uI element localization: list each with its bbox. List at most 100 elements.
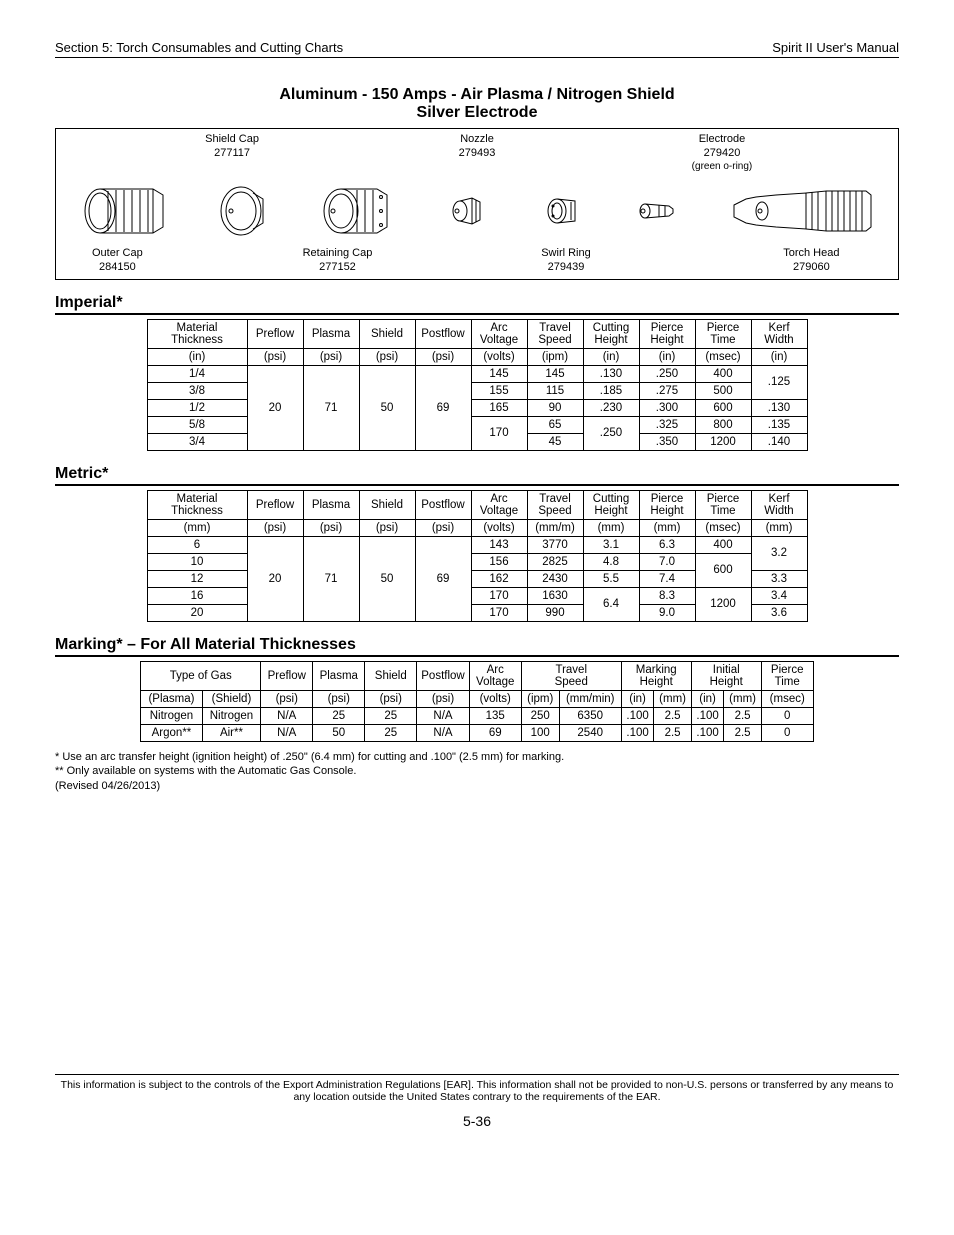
- imperial-heading: Imperial*: [55, 294, 899, 315]
- table-cell: 400: [695, 365, 751, 382]
- table-cell: 162: [471, 570, 527, 587]
- table-cell: 500: [695, 382, 751, 399]
- table-cell: 69: [469, 724, 521, 741]
- part-label: Nozzle: [408, 133, 546, 147]
- part-shield-cap: Shield Cap 277117: [163, 133, 301, 161]
- table-header: (psi): [247, 519, 303, 536]
- table-cell: .325: [639, 416, 695, 433]
- table-header: MarkingHeight: [621, 661, 691, 690]
- table-cell: .250: [639, 365, 695, 382]
- table-cell: 2540: [559, 724, 621, 741]
- table-cell: .140: [751, 433, 807, 450]
- part-label: Retaining Cap: [270, 247, 405, 261]
- table-cell: 12: [147, 570, 247, 587]
- table-cell: 6: [147, 536, 247, 553]
- table-cell: 0: [761, 707, 813, 724]
- table-cell: 25: [313, 707, 365, 724]
- table-header: InitialHeight: [691, 661, 761, 690]
- table-cell: 7.4: [639, 570, 695, 587]
- table-cell: N/A: [261, 707, 313, 724]
- table-header: TravelSpeed: [527, 490, 583, 519]
- table-cell: 1200: [695, 587, 751, 621]
- table-cell: 4.8: [583, 553, 639, 570]
- part-number: 284150: [58, 261, 176, 275]
- table-cell: .100: [691, 707, 724, 724]
- table-cell: 3770: [527, 536, 583, 553]
- outer-cap-icon: [78, 175, 168, 247]
- table-cell: Air**: [202, 724, 261, 741]
- table-cell: 100: [521, 724, 559, 741]
- table-header: (ipm): [521, 690, 559, 707]
- table-cell: 170: [471, 416, 527, 450]
- table-header: PierceTime: [761, 661, 813, 690]
- table-header: KerfWidth: [751, 490, 807, 519]
- part-number: 279493: [408, 147, 546, 161]
- table-header: ArcVoltage: [469, 661, 521, 690]
- table-cell: 71: [303, 365, 359, 450]
- table-header: (Plasma): [141, 690, 202, 707]
- table-header: (psi): [359, 519, 415, 536]
- table-header: Type of Gas: [141, 661, 261, 690]
- part-label: Outer Cap: [58, 247, 176, 261]
- part-number: 277152: [270, 261, 405, 275]
- table-cell: 69: [415, 536, 471, 621]
- part-outer-cap: Outer Cap 284150: [58, 247, 176, 275]
- table-cell: .300: [639, 399, 695, 416]
- table-header: (mm): [583, 519, 639, 536]
- table-cell: 155: [471, 382, 527, 399]
- page-header: Section 5: Torch Consumables and Cutting…: [55, 40, 899, 58]
- table-cell: 16: [147, 587, 247, 604]
- table-cell: 2.5: [654, 724, 691, 741]
- table-header: MaterialThickness: [147, 319, 247, 348]
- table-cell: 1630: [527, 587, 583, 604]
- table-header: ArcVoltage: [471, 319, 527, 348]
- table-header: PierceHeight: [639, 490, 695, 519]
- table-header: (volts): [471, 348, 527, 365]
- table-header: TravelSpeed: [527, 319, 583, 348]
- table-header: PierceTime: [695, 319, 751, 348]
- table-cell: 71: [303, 536, 359, 621]
- table-header: (psi): [247, 348, 303, 365]
- table-cell: 69: [415, 365, 471, 450]
- table-cell: 3/8: [147, 382, 247, 399]
- table-header: Preflow: [247, 490, 303, 519]
- table-cell: 3.2: [751, 536, 807, 570]
- table-header: PierceTime: [695, 490, 751, 519]
- table-header: (ipm): [527, 348, 583, 365]
- metric-heading: Metric*: [55, 465, 899, 486]
- table-header: (psi): [415, 519, 471, 536]
- table-cell: 1/2: [147, 399, 247, 416]
- table-cell: 50: [359, 365, 415, 450]
- parts-diagram: Shield Cap 277117 Nozzle 279493 Electrod…: [55, 128, 899, 280]
- title-line2: Silver Electrode: [55, 104, 899, 122]
- table-header: (psi): [313, 690, 365, 707]
- table-header: (mm): [751, 519, 807, 536]
- table-cell: 90: [527, 399, 583, 416]
- table-header: (mm): [724, 690, 761, 707]
- header-left: Section 5: Torch Consumables and Cutting…: [55, 40, 343, 55]
- table-header: (volts): [469, 690, 521, 707]
- title-line1: Aluminum - 150 Amps - Air Plasma / Nitro…: [55, 86, 899, 104]
- table-header: CuttingHeight: [583, 319, 639, 348]
- table-cell: Argon**: [141, 724, 202, 741]
- table-cell: 1/4: [147, 365, 247, 382]
- part-label: Electrode: [653, 133, 791, 147]
- part-number: 279420: [653, 147, 791, 161]
- parts-images: [56, 175, 898, 247]
- table-cell: 10: [147, 553, 247, 570]
- table-cell: 2.5: [724, 707, 761, 724]
- table-cell: 5.5: [583, 570, 639, 587]
- part-swirl-ring: Swirl Ring 279439: [499, 247, 634, 275]
- table-cell: .185: [583, 382, 639, 399]
- table-cell: 2825: [527, 553, 583, 570]
- table-cell: 50: [313, 724, 365, 741]
- table-header: (mm): [147, 519, 247, 536]
- table-cell: 250: [521, 707, 559, 724]
- table-cell: .275: [639, 382, 695, 399]
- part-number: 277117: [163, 147, 301, 161]
- part-label: Swirl Ring: [499, 247, 634, 261]
- table-cell: 6.3: [639, 536, 695, 553]
- table-header: (mm/m): [527, 519, 583, 536]
- table-header: Postflow: [415, 319, 471, 348]
- table-cell: 20: [247, 365, 303, 450]
